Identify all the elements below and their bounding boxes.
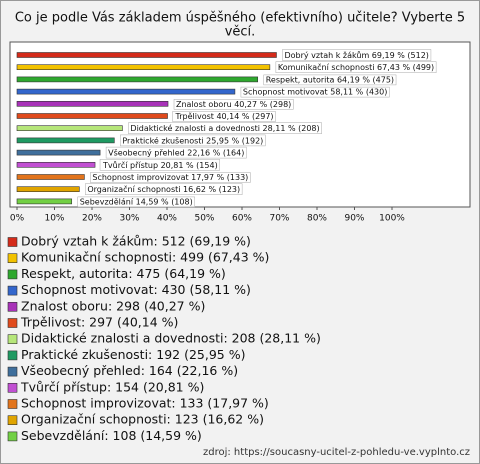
legend-swatch bbox=[7, 237, 18, 247]
bar-label-box bbox=[282, 49, 432, 61]
bar bbox=[16, 149, 101, 156]
x-tick-label: 90% bbox=[344, 214, 364, 224]
legend-swatch bbox=[7, 399, 18, 409]
bar-label-box bbox=[105, 146, 247, 159]
x-tick-label: 10% bbox=[44, 214, 64, 224]
legend-label: Praktické zkušenosti: 192 (25,95 %) bbox=[21, 347, 245, 362]
x-tick-label: 0% bbox=[10, 214, 25, 224]
legend-swatch bbox=[7, 382, 18, 393]
bar bbox=[16, 113, 168, 119]
bar bbox=[16, 101, 169, 107]
legend-label: Organizační schopnosti: 123 (16,62 %) bbox=[21, 412, 264, 427]
bar-label: Tvůrčí přístup 20,81 % (154) bbox=[102, 160, 218, 170]
bar bbox=[16, 186, 80, 192]
bar bbox=[16, 125, 123, 131]
legend-swatch bbox=[7, 431, 18, 442]
legend-swatch bbox=[7, 350, 18, 361]
bar-label-box bbox=[77, 196, 195, 208]
bar bbox=[16, 88, 236, 95]
legend-label: Tvůrčí přístup: 154 (20,81 %) bbox=[20, 379, 204, 394]
legend-swatch bbox=[7, 415, 18, 426]
bar bbox=[16, 198, 73, 205]
bar-label: Znalost oboru 40,27 % (298) bbox=[176, 100, 291, 109]
bar-label: Trpělivost 40,14 % (297) bbox=[175, 112, 274, 121]
x-tick-label: 30% bbox=[119, 214, 139, 224]
bar-label-box bbox=[90, 172, 251, 183]
bar-label: Všeobecný přehled 22,16 % (164) bbox=[108, 148, 244, 158]
bar-label-box bbox=[173, 99, 294, 110]
x-tick-label: 70% bbox=[269, 214, 289, 224]
chart-title: Co je podle Vás základem úspěšného (efek… bbox=[15, 11, 465, 26]
legend-label: Didaktické znalosti a dovednosti: 208 (2… bbox=[21, 331, 321, 346]
x-tick-label: 50% bbox=[194, 214, 214, 224]
bar bbox=[16, 174, 85, 180]
bar-label-box bbox=[275, 61, 437, 73]
legend-label: Schopnost motivovat: 430 (58,11 %) bbox=[21, 282, 251, 297]
bar bbox=[16, 162, 96, 168]
legend-swatch bbox=[7, 253, 18, 263]
x-tick-label: 20% bbox=[82, 214, 102, 224]
bar-label: Organizační schopnosti 16,62 % (123) bbox=[87, 184, 240, 194]
chart-title: věcí. bbox=[225, 25, 256, 40]
bar-label-box bbox=[240, 86, 390, 98]
bar bbox=[16, 64, 271, 70]
legend-label: Sebevzdělání: 108 (14,59 %) bbox=[21, 428, 202, 443]
bar-label-box bbox=[128, 122, 322, 134]
bar-label: Respekt, autorita 64,19 % (475) bbox=[266, 75, 394, 84]
bar-label-box bbox=[85, 183, 243, 195]
x-tick-label: 40% bbox=[157, 214, 177, 224]
legend-label: Schopnost improvizovat: 133 (17,97 %) bbox=[21, 396, 269, 411]
x-tick-label: 80% bbox=[307, 214, 327, 224]
legend-label: Všeobecný přehled: 164 (22,16 %) bbox=[21, 363, 238, 378]
legend-label: Trpělivost: 297 (40,14 %) bbox=[20, 315, 178, 330]
bar-label-box bbox=[172, 111, 276, 122]
bar-label: Sebevzdělání 14,59 % (108) bbox=[80, 197, 193, 206]
legend-swatch bbox=[7, 269, 18, 280]
bar-label-box bbox=[120, 134, 266, 147]
bar bbox=[16, 137, 115, 144]
bar-label: Dobrý vztah k žákům 69,19 % (512) bbox=[284, 50, 428, 60]
bar-label: Schopnost improvizovat 17,97 % (133) bbox=[92, 173, 248, 182]
legend-label: Respekt, autorita: 475 (64,19 %) bbox=[21, 266, 226, 281]
source: zdroj: https://soucasny-ucitel-z-pohledu… bbox=[203, 447, 470, 458]
legend-label: Dobrý vztah k žákům: 512 (69,19 %) bbox=[21, 234, 251, 249]
bar-label-box bbox=[99, 159, 220, 171]
bar bbox=[16, 52, 277, 58]
legend-label: Komunikační schopnosti: 499 (67,43 %) bbox=[21, 250, 269, 265]
bar-label: Schopnost motivovat 58,11 % (430) bbox=[243, 88, 387, 97]
legend-swatch bbox=[7, 318, 18, 328]
bar-label: Komunikační schopnosti 67,43 % (499) bbox=[278, 62, 434, 72]
legend-swatch bbox=[7, 366, 18, 377]
bar-label: Praktické zkušenosti 25,95 % (192) bbox=[122, 135, 263, 145]
bar bbox=[16, 76, 259, 83]
legend-swatch bbox=[7, 285, 18, 296]
legend-swatch bbox=[7, 301, 18, 312]
x-tick-label: 60% bbox=[232, 214, 252, 224]
bar-label-box bbox=[263, 74, 397, 86]
legend-swatch bbox=[7, 334, 18, 345]
x-tick-label: 100% bbox=[379, 214, 405, 224]
bar-label: Didaktické znalosti a dovednosti 28,11 %… bbox=[130, 123, 319, 133]
legend-label: Znalost oboru: 298 (40,27 %) bbox=[21, 298, 205, 313]
